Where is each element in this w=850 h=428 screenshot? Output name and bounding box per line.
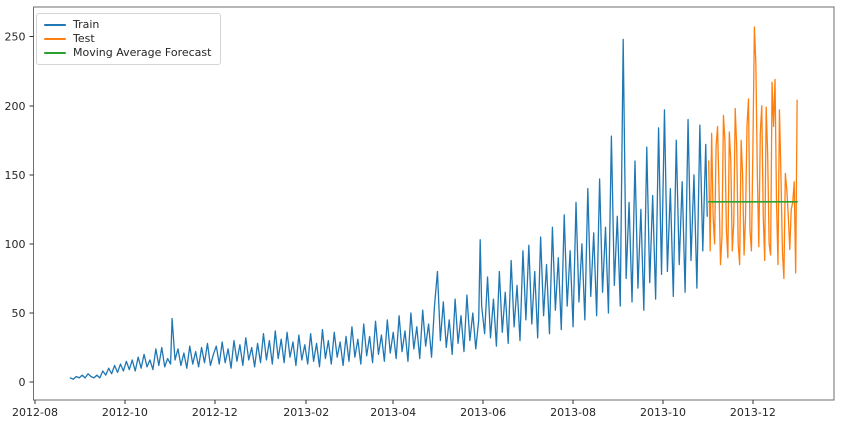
legend-label-test: Test <box>73 32 95 45</box>
legend-label-moving-average-forecast: Moving Average Forecast <box>73 46 212 59</box>
axes-spines <box>33 6 835 401</box>
y-tick-label: 250 <box>5 31 26 44</box>
legend-item-moving-average-forecast: Moving Average Forecast <box>44 46 211 60</box>
x-tick-label: 2012-08 <box>12 406 58 419</box>
y-tick-label: 0 <box>19 376 26 389</box>
x-tick-label: 2012-10 <box>102 406 148 419</box>
legend-label-train: Train <box>73 18 100 31</box>
moving-average-line-swatch <box>44 52 66 54</box>
y-tick-label: 50 <box>12 307 26 320</box>
x-tick-label: 2013-06 <box>460 406 506 419</box>
x-tick-label: 2012-12 <box>192 406 238 419</box>
x-tick-label: 2013-10 <box>640 406 686 419</box>
x-tick-label: 2013-12 <box>730 406 776 419</box>
legend: Train Test Moving Average Forecast <box>36 13 222 65</box>
test-line-swatch <box>44 38 66 40</box>
series-line-test <box>708 26 798 280</box>
y-tick-label: 200 <box>5 100 26 113</box>
legend-item-test: Test <box>44 32 211 46</box>
series-line-train <box>69 38 708 380</box>
legend-item-train: Train <box>44 18 211 32</box>
y-tick-label: 150 <box>5 169 26 182</box>
x-tick-label: 2013-04 <box>370 406 416 419</box>
train-line-swatch <box>44 24 66 26</box>
x-tick-label: 2013-08 <box>550 406 596 419</box>
y-tick-label: 100 <box>5 238 26 251</box>
x-tick-label: 2013-02 <box>283 406 329 419</box>
